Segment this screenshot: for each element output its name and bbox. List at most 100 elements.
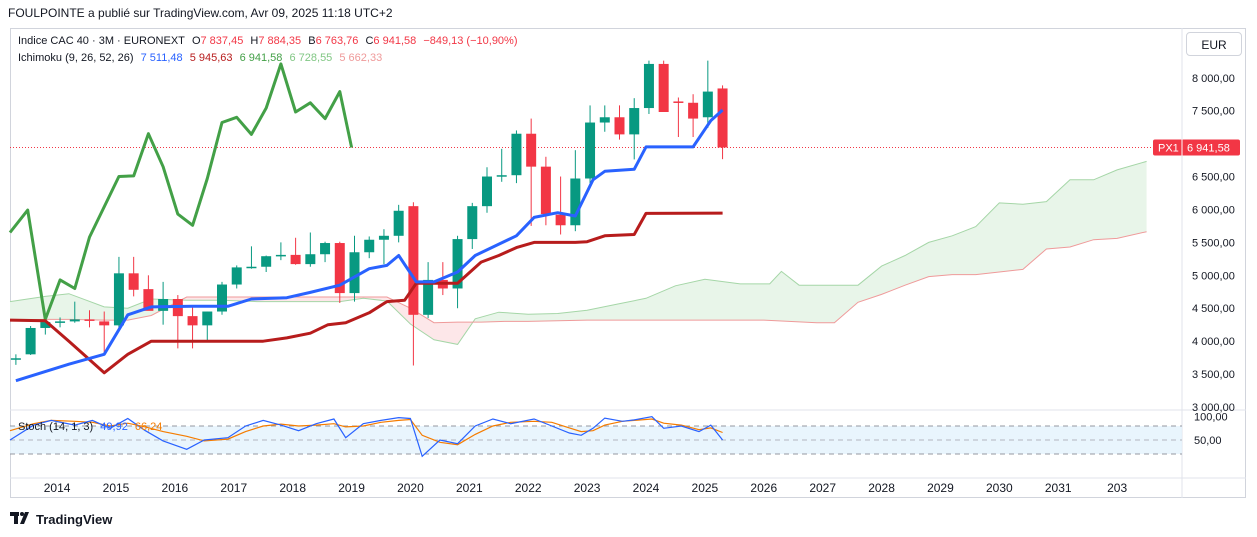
candle-body[interactable] xyxy=(570,178,581,226)
time-tick-label: 2016 xyxy=(162,481,189,495)
candle-body[interactable] xyxy=(217,284,227,312)
ichimoku-cloud-bullish xyxy=(475,161,1147,323)
candle-body[interactable] xyxy=(25,327,36,355)
candle-body[interactable] xyxy=(69,319,80,322)
candle-body[interactable] xyxy=(378,235,389,240)
time-tick-label: 2030 xyxy=(986,481,1013,495)
candle-body[interactable] xyxy=(452,239,463,289)
stoch-k-value: 49,92 xyxy=(100,421,128,433)
candle-body[interactable] xyxy=(393,210,404,236)
candle-body[interactable] xyxy=(143,289,154,311)
price-tick-label: 8 000,00 xyxy=(1192,73,1235,85)
stoch-legend[interactable]: Stoch (14, 1, 3) 49,92 66,24 xyxy=(18,421,166,433)
stoch-label: Stoch (14, 1, 3) xyxy=(18,421,94,433)
time-tick-label: 2021 xyxy=(456,481,483,495)
ichimoku-spanB-value: 5 662,33 xyxy=(339,52,383,64)
candle-body[interactable] xyxy=(305,254,316,265)
candle-body[interactable] xyxy=(496,175,507,177)
candle-body[interactable] xyxy=(482,176,492,207)
price-tick-label: 7 500,00 xyxy=(1192,106,1235,118)
time-tick-label: 2029 xyxy=(927,481,954,495)
time-tick-label: 2022 xyxy=(515,481,542,495)
candle-body[interactable] xyxy=(511,133,522,176)
ichimoku-kijun-line[interactable] xyxy=(9,211,723,375)
stoch-tick-label: 50,00 xyxy=(1194,435,1222,447)
tradingview-brand: TradingView xyxy=(36,512,113,527)
stoch-d-value: 66,24 xyxy=(134,421,163,433)
ichimoku-legend[interactable]: Ichimoku (9, 26, 52, 26) 7 511,48 5 945,… xyxy=(18,52,386,64)
candle-body[interactable] xyxy=(158,299,169,311)
candle-body[interactable] xyxy=(364,239,375,253)
publisher-header: FOULPOINTE a publié sur TradingView.com,… xyxy=(8,6,393,20)
candle-body[interactable] xyxy=(55,321,66,323)
symbol-legend: Indice CAC 40 · 3M · EURONEXT O7 837,45 … xyxy=(18,35,522,47)
tradingview-logo-icon xyxy=(10,511,32,528)
candle-body[interactable] xyxy=(673,101,684,103)
candle-body[interactable] xyxy=(231,267,242,285)
candle-body[interactable] xyxy=(526,133,537,167)
candle-body[interactable] xyxy=(688,102,699,119)
candle-body[interactable] xyxy=(202,311,213,326)
ohlc-close: C6 941,58 xyxy=(365,35,417,47)
price-tick-label: 4 000,00 xyxy=(1192,336,1235,348)
stoch-tick-label: 100,00 xyxy=(1194,412,1228,424)
candle-body[interactable] xyxy=(643,63,654,109)
candle-body[interactable] xyxy=(717,88,728,148)
candle-body[interactable] xyxy=(290,254,301,265)
time-tick-label: 2015 xyxy=(103,481,130,495)
price-tag-value: 6 941,58 xyxy=(1187,142,1230,154)
ohlc-low: B6 763,76 xyxy=(308,35,359,47)
candle-body[interactable] xyxy=(128,273,139,290)
time-tick-label: 2031 xyxy=(1045,481,1072,495)
ichimoku-tenkan-value: 7 511,48 xyxy=(140,52,183,64)
candle-body[interactable] xyxy=(658,63,669,112)
time-tick-label: 2026 xyxy=(750,481,777,495)
price-tick-label: 6 000,00 xyxy=(1192,204,1235,216)
ohlc-change: −849,13 (−10,90%) xyxy=(423,35,518,47)
currency-selector[interactable]: EUR xyxy=(1186,32,1242,56)
candle-body[interactable] xyxy=(10,358,21,360)
candle-body[interactable] xyxy=(246,266,257,269)
ichimoku-chikou-value: 6 941,58 xyxy=(239,52,283,64)
ichimoku-chikou-line[interactable] xyxy=(8,62,354,321)
candle-body[interactable] xyxy=(585,122,596,179)
symbol-name[interactable]: Indice CAC 40 · 3M · EURONEXT xyxy=(18,35,185,47)
ichimoku-spanA-value: 6 728,55 xyxy=(289,52,333,64)
ichimoku-tenkan-line[interactable] xyxy=(15,108,724,383)
candle-body[interactable] xyxy=(275,254,286,257)
candle-body[interactable] xyxy=(261,256,272,267)
candle-body[interactable] xyxy=(540,166,551,215)
candle-body[interactable] xyxy=(614,117,625,135)
candle-body[interactable] xyxy=(555,214,566,226)
candle-body[interactable] xyxy=(113,273,124,326)
time-tick-label: 2024 xyxy=(633,481,660,495)
ohlc-high: H7 884,35 xyxy=(250,35,302,47)
candle-body[interactable] xyxy=(702,91,713,118)
candle-body[interactable] xyxy=(629,108,640,135)
time-tick-label: 2023 xyxy=(574,481,601,495)
candle-body[interactable] xyxy=(187,316,198,326)
time-tick-label: 203 xyxy=(1107,481,1127,495)
price-tick-label: 3 500,00 xyxy=(1192,369,1235,381)
ichimoku-span-b-line xyxy=(9,231,1147,324)
candle-body[interactable] xyxy=(349,252,360,294)
candle-body[interactable] xyxy=(99,321,110,326)
candle-body[interactable] xyxy=(40,322,51,328)
time-tick-label: 2014 xyxy=(44,481,71,495)
time-tick-label: 2027 xyxy=(809,481,836,495)
candle-body[interactable] xyxy=(408,206,419,315)
tradingview-footer[interactable]: TradingView xyxy=(10,511,112,528)
chart-frame xyxy=(10,28,1246,498)
ichimoku-cloud-bearish xyxy=(183,297,476,345)
candle-body[interactable] xyxy=(599,117,610,123)
candle-body[interactable] xyxy=(423,279,434,315)
candle-body[interactable] xyxy=(320,243,331,255)
ichimoku-span-a-line xyxy=(9,160,1147,345)
candle-body[interactable] xyxy=(334,243,345,294)
stoch-k-line[interactable] xyxy=(9,416,724,458)
candle-body[interactable] xyxy=(84,319,95,321)
price-tick-label: 5 000,00 xyxy=(1192,270,1235,282)
candle-body[interactable] xyxy=(467,206,478,240)
time-tick-label: 2019 xyxy=(338,481,365,495)
